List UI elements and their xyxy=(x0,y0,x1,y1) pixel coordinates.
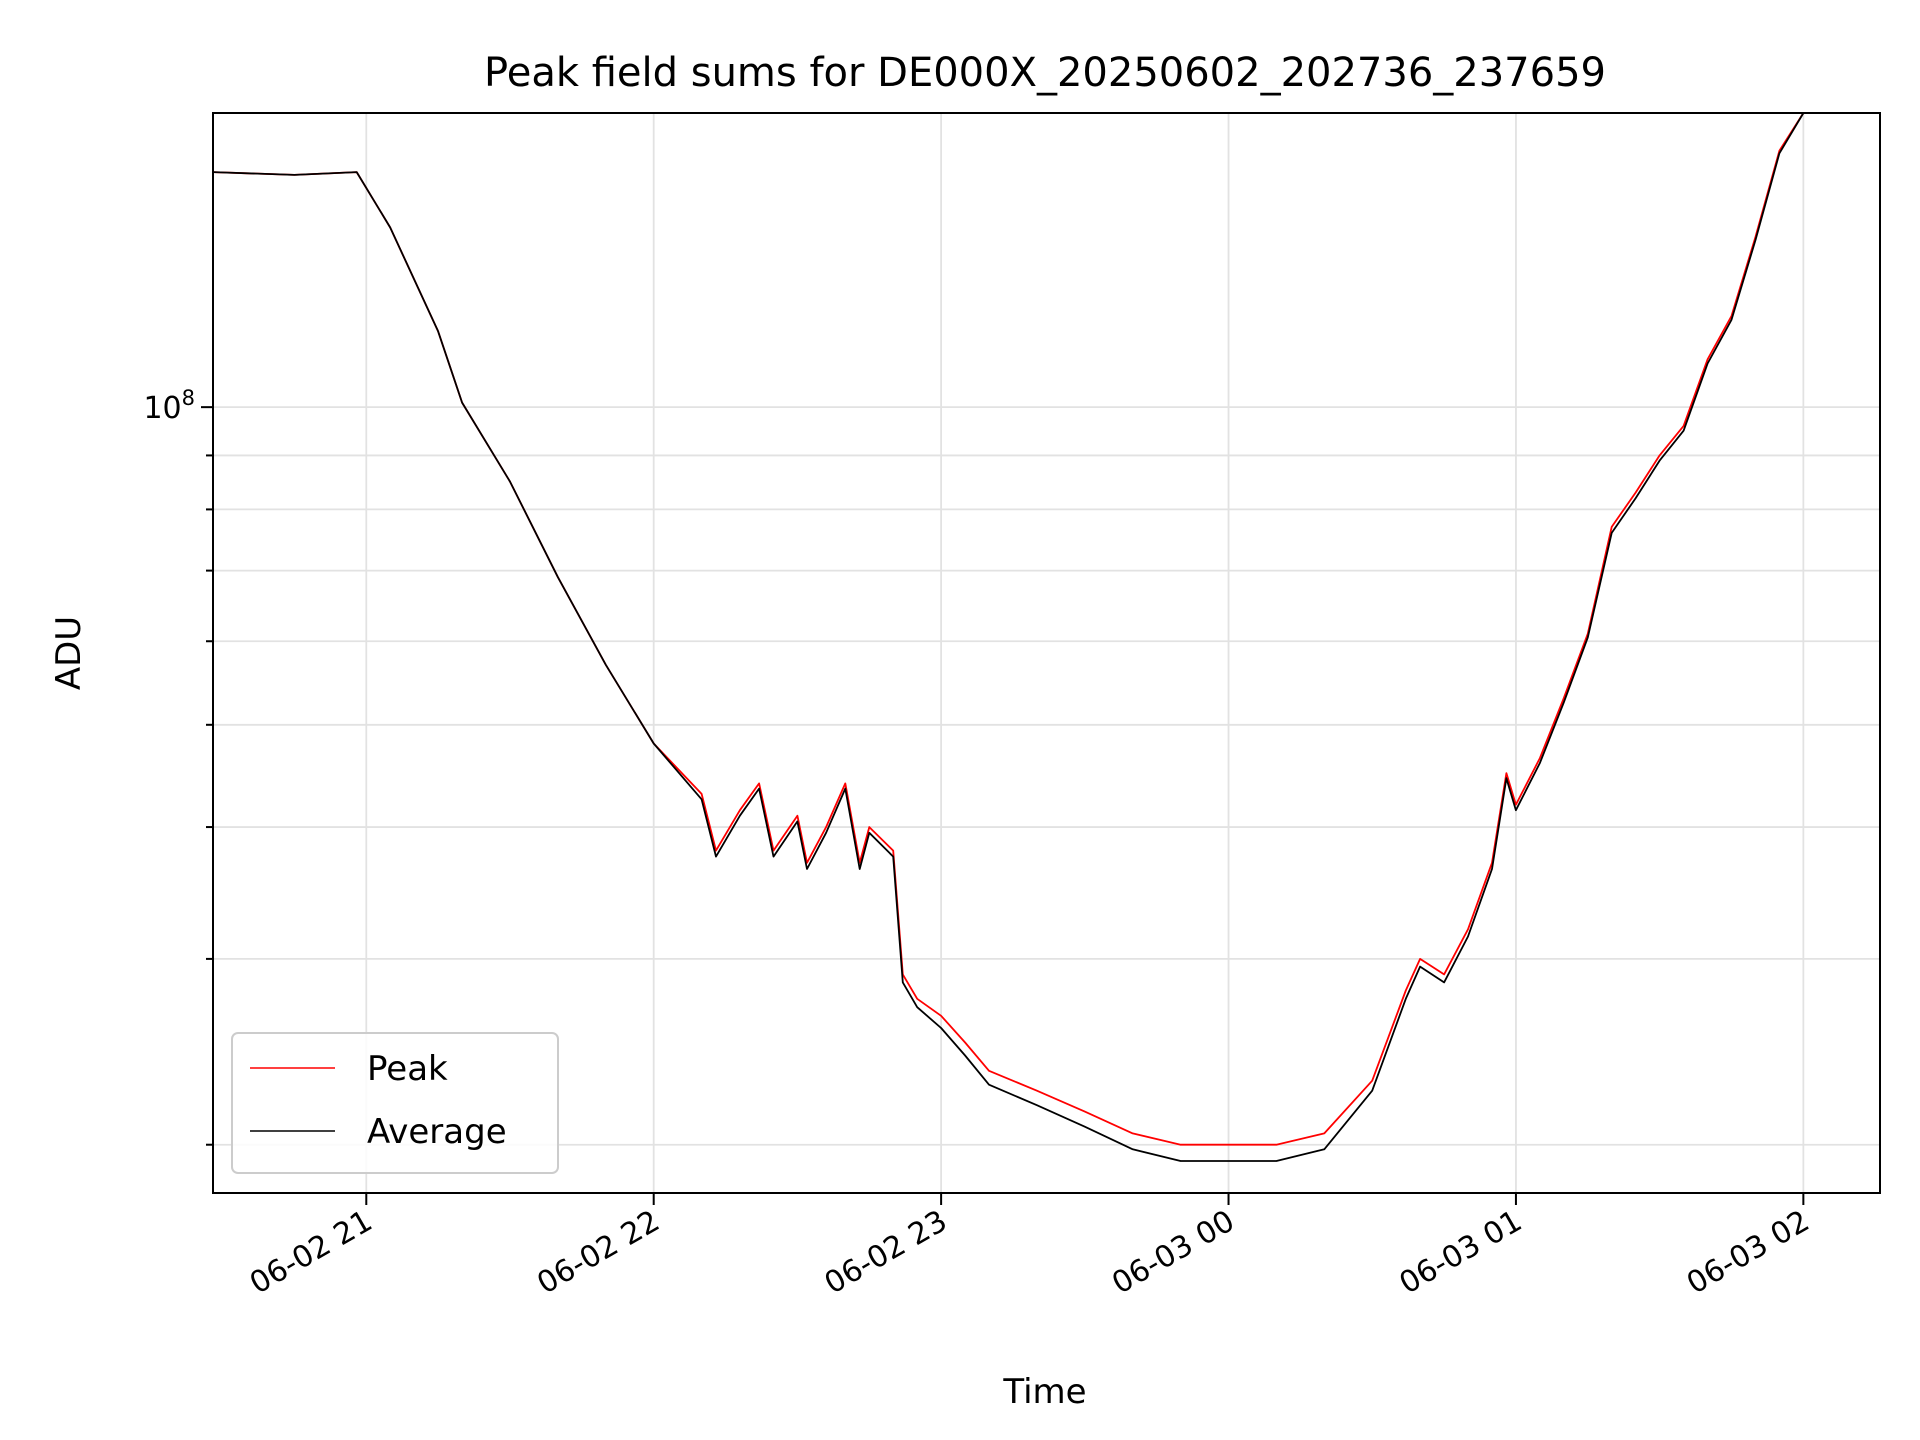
series-line-peak xyxy=(212,112,1805,1146)
x-tick-label: 06-02 23 xyxy=(819,1204,953,1302)
chart-title: Peak field sums for DE000X_20250602_2027… xyxy=(484,50,1606,96)
series-layer xyxy=(212,112,1805,1162)
legend-average-label: Average xyxy=(367,1112,507,1152)
x-tick-label: 06-02 22 xyxy=(531,1204,665,1302)
x-tick-label: 06-02 21 xyxy=(244,1204,378,1302)
y-axis-label: ADU xyxy=(49,616,89,690)
x-tick-label: 06-03 01 xyxy=(1394,1204,1528,1302)
x-axis-label: Time xyxy=(1002,1372,1086,1412)
x-tick-label: 06-03 00 xyxy=(1106,1204,1240,1302)
y-tick-label: 108 xyxy=(143,386,195,426)
legend: Peak Average xyxy=(231,1032,559,1174)
plot-frame xyxy=(212,112,1881,1194)
series-line-average xyxy=(212,112,1805,1162)
x-tick-label: 06-03 02 xyxy=(1681,1204,1815,1302)
legend-peak-label: Peak xyxy=(367,1049,448,1089)
grid xyxy=(213,113,1880,1193)
